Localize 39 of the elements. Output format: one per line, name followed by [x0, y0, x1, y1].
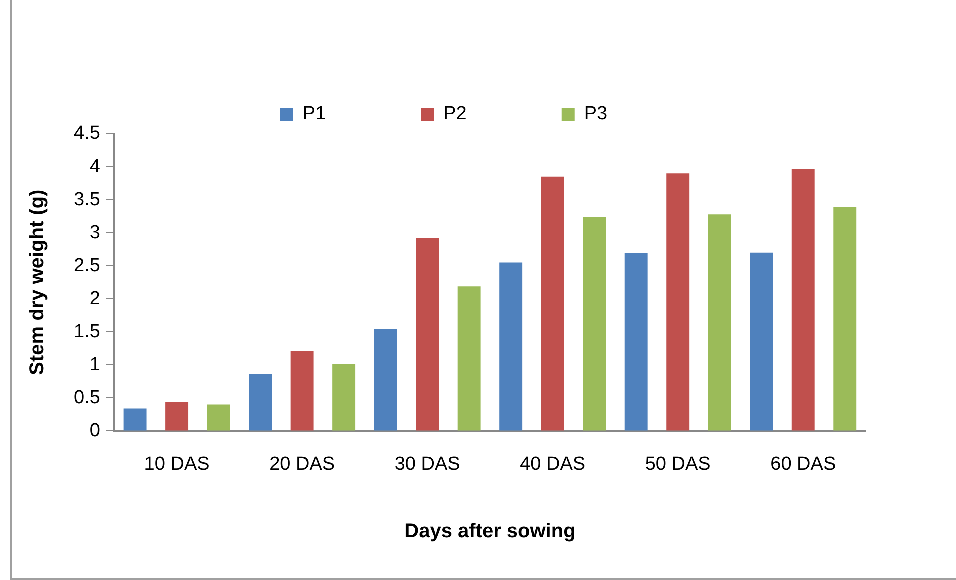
- y-tick-label: 2.5: [74, 255, 100, 276]
- y-tick-label: 3: [90, 222, 100, 244]
- y-tick-label: 2: [90, 288, 100, 310]
- y-axis-title: Stem dry weight (g): [26, 190, 49, 376]
- y-tick-label: 0: [90, 420, 100, 442]
- y-tick-label: 0.5: [74, 387, 100, 408]
- bar: [624, 254, 648, 431]
- y-tick-label: 1.5: [74, 321, 100, 342]
- x-tick-label: 40 DAS: [520, 454, 586, 475]
- x-tick-label: 10 DAS: [144, 454, 210, 475]
- y-tick-label: 1: [90, 354, 100, 376]
- legend-label: P2: [444, 104, 467, 125]
- bar: [834, 207, 857, 431]
- bar: [124, 408, 147, 431]
- bar: [583, 217, 606, 431]
- bar: [541, 176, 564, 431]
- x-tick-label: 20 DAS: [270, 454, 336, 475]
- bar: [374, 329, 398, 431]
- bar: [500, 262, 523, 431]
- y-tick-label: 4: [90, 156, 101, 178]
- x-tick-label: 60 DAS: [770, 454, 836, 475]
- bar: [458, 286, 481, 431]
- bar: [750, 252, 774, 431]
- bar: [792, 169, 815, 431]
- x-axis-title: Days after sowing: [404, 520, 576, 543]
- bar: [416, 238, 440, 431]
- x-tick-label: 50 DAS: [645, 454, 711, 475]
- y-tick-label: 4.5: [74, 123, 100, 144]
- bar: [708, 214, 732, 431]
- x-tick-label: 30 DAS: [394, 454, 460, 475]
- y-tick-label: 3.5: [74, 189, 100, 210]
- bar: [249, 374, 272, 431]
- legend-label: P1: [302, 104, 326, 125]
- legend-label: P3: [584, 104, 608, 125]
- bar: [332, 364, 356, 431]
- bar: [666, 174, 690, 431]
- bar: [207, 404, 230, 431]
- bar: [290, 351, 314, 431]
- bar: [166, 402, 189, 431]
